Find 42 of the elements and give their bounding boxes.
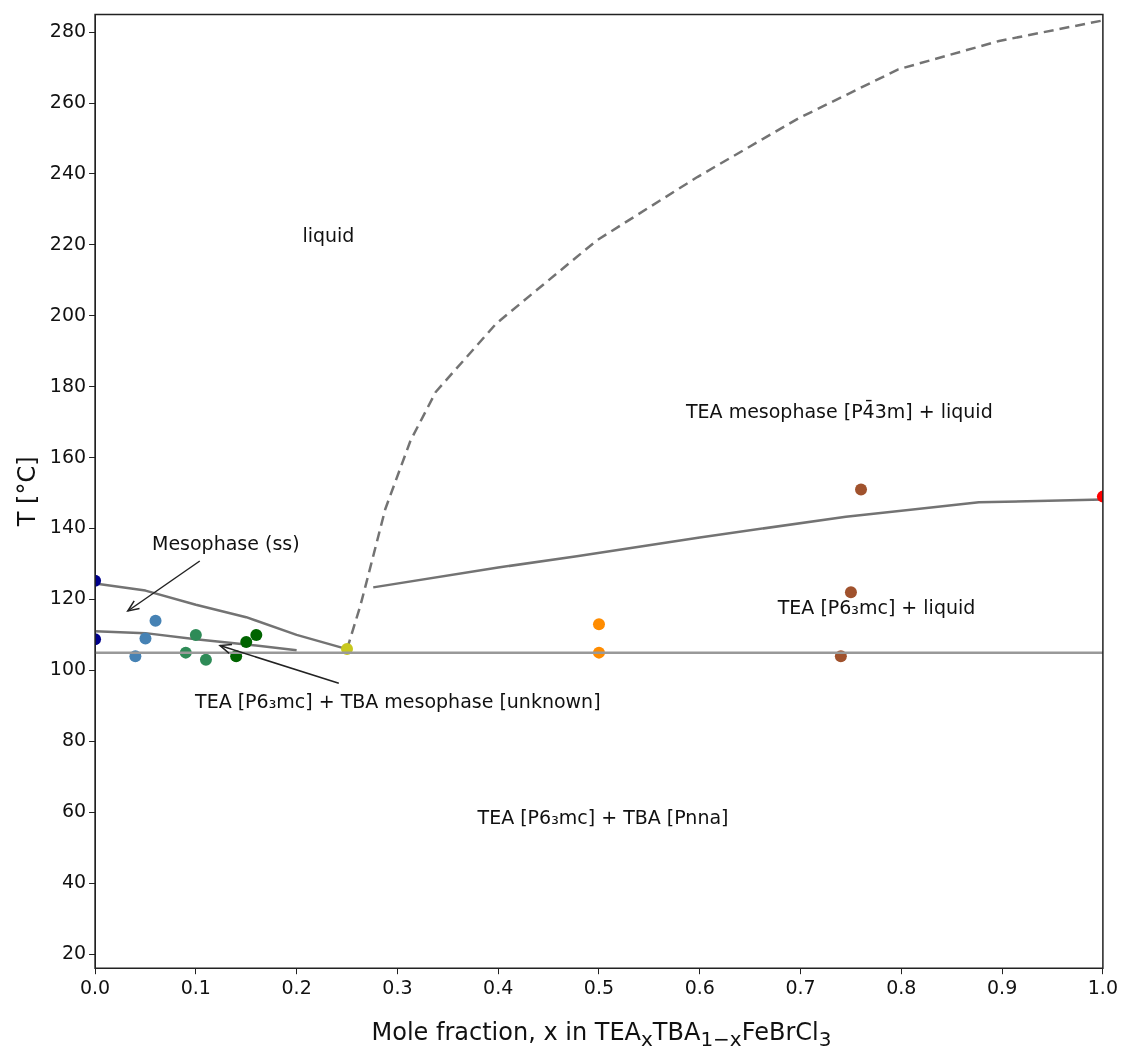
x-tick-label: 0.9 — [987, 975, 1018, 998]
y-tick-label: 220 — [49, 231, 87, 254]
y-tick-label: 280 — [49, 19, 87, 42]
point — [149, 614, 162, 627]
x-tick-label: 0.1 — [180, 975, 211, 998]
y-tick-label: 100 — [49, 657, 87, 680]
point — [189, 628, 202, 641]
x-tick-label: 0.0 — [79, 975, 111, 998]
x-tick-label: 1.0 — [1087, 975, 1118, 998]
annotation: TEA [P6₃mc] + TBA mesophase [unknown] — [194, 690, 601, 713]
annotation: TEA [P6₃mc] + liquid — [776, 595, 976, 618]
y-tick-label: 240 — [49, 160, 87, 183]
annotation: liquid — [302, 224, 355, 247]
y-tick-label: 60 — [61, 799, 87, 822]
y-tick-label: 120 — [49, 586, 87, 609]
x-tick-label: 0.5 — [583, 975, 615, 998]
x-tick-label: 0.4 — [483, 975, 514, 998]
annotation: TEA [P6₃mc] + TBA [Pnna] — [476, 806, 729, 829]
y-tick-label: 160 — [49, 444, 87, 467]
point — [844, 586, 857, 599]
point — [250, 628, 263, 641]
y-tick-label: 260 — [49, 89, 87, 112]
y-tick-label: 180 — [49, 373, 87, 396]
x-tick-label: 0.7 — [785, 975, 816, 998]
y-tick-label: 80 — [61, 728, 87, 751]
point — [855, 483, 868, 496]
y-tick-label: 40 — [61, 870, 87, 893]
point — [139, 632, 152, 645]
annotation: Mesophase (ss) — [151, 531, 300, 554]
x-tick-label: 0.3 — [382, 975, 413, 998]
y-tick-label: 140 — [49, 515, 87, 538]
point — [240, 635, 253, 648]
x-axis-title: Mole fraction, x in TEA$_{x}$TBA$_{1−x}$FeBrCl$_{3}$ — [370, 1018, 833, 1051]
y-tick-label: 200 — [49, 302, 87, 325]
point — [199, 653, 212, 666]
x-tick-label: 0.2 — [281, 975, 312, 998]
x-tick-label: 0.6 — [684, 975, 715, 998]
y-tick-label: 20 — [61, 940, 87, 963]
x-tick-label: 0.8 — [886, 975, 917, 998]
annotation: TEA mesophase [P4̄3m] + liquid — [684, 398, 993, 423]
point — [592, 618, 605, 631]
y-axis-title: T [°C] — [12, 456, 41, 528]
